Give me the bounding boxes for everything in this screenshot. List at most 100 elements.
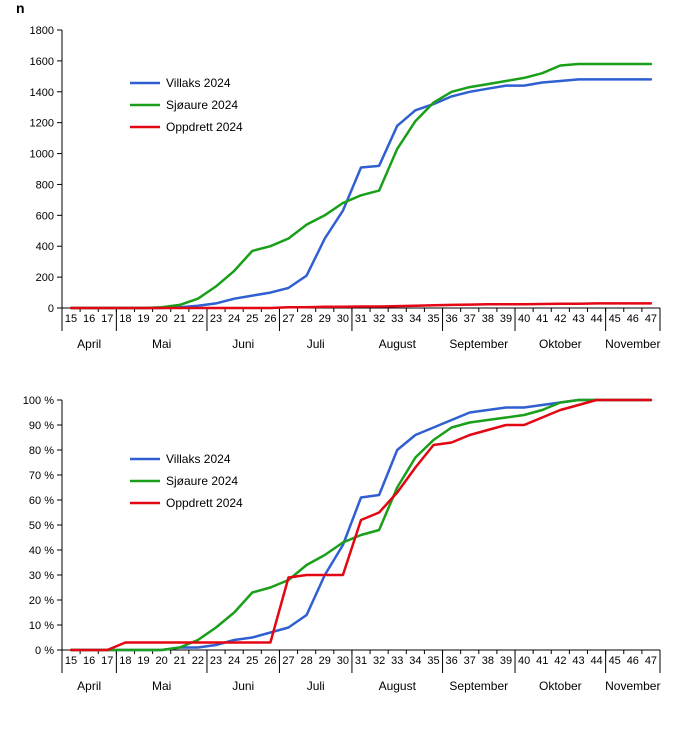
svg-text:16: 16 [83, 313, 95, 325]
svg-text:34: 34 [409, 313, 421, 325]
svg-text:38: 38 [482, 313, 494, 325]
svg-text:Oppdrett 2024: Oppdrett 2024 [166, 120, 243, 134]
svg-text:35: 35 [427, 655, 439, 667]
svg-text:20: 20 [156, 313, 168, 325]
svg-text:31: 31 [355, 313, 367, 325]
svg-text:17: 17 [101, 655, 113, 667]
svg-text:24: 24 [228, 313, 240, 325]
top-chart-y-title: n [16, 0, 25, 16]
svg-text:70 %: 70 % [29, 470, 54, 482]
svg-text:Oppdrett 2024: Oppdrett 2024 [166, 496, 243, 510]
svg-text:1800: 1800 [30, 25, 54, 37]
svg-text:September: September [449, 679, 508, 693]
svg-text:1400: 1400 [30, 87, 54, 99]
svg-text:16: 16 [83, 655, 95, 667]
svg-text:39: 39 [500, 655, 512, 667]
svg-text:April: April [77, 337, 101, 351]
svg-text:23: 23 [210, 655, 222, 667]
svg-text:60 %: 60 % [29, 495, 54, 507]
svg-text:10 %: 10 % [29, 620, 54, 632]
svg-text:17: 17 [101, 313, 113, 325]
svg-text:29: 29 [319, 313, 331, 325]
svg-text:36: 36 [445, 313, 457, 325]
svg-text:19: 19 [137, 655, 149, 667]
svg-text:1000: 1000 [30, 149, 54, 161]
svg-text:18: 18 [119, 313, 131, 325]
svg-text:20: 20 [156, 655, 168, 667]
svg-text:800: 800 [36, 179, 54, 191]
svg-text:Villaks 2024: Villaks 2024 [166, 452, 231, 466]
svg-text:26: 26 [264, 655, 276, 667]
svg-text:41: 41 [536, 655, 548, 667]
svg-text:15: 15 [65, 313, 77, 325]
svg-text:27: 27 [282, 313, 294, 325]
svg-text:31: 31 [355, 655, 367, 667]
svg-text:30: 30 [337, 655, 349, 667]
svg-text:August: August [379, 337, 417, 351]
svg-text:34: 34 [409, 655, 421, 667]
svg-text:33: 33 [391, 313, 403, 325]
svg-text:28: 28 [301, 655, 313, 667]
svg-text:37: 37 [464, 655, 476, 667]
svg-text:0 %: 0 % [35, 645, 54, 657]
svg-text:40: 40 [518, 313, 530, 325]
svg-text:47: 47 [645, 655, 657, 667]
svg-text:80 %: 80 % [29, 445, 54, 457]
svg-text:1200: 1200 [30, 118, 54, 130]
svg-text:44: 44 [590, 655, 602, 667]
svg-text:400: 400 [36, 241, 54, 253]
svg-text:0: 0 [48, 303, 54, 315]
svg-text:42: 42 [554, 313, 566, 325]
svg-text:September: September [449, 337, 508, 351]
svg-text:42: 42 [554, 655, 566, 667]
svg-text:35: 35 [427, 313, 439, 325]
svg-text:38: 38 [482, 655, 494, 667]
svg-text:30 %: 30 % [29, 570, 54, 582]
page: n 0 200 400 600 800 1000 1200 1400 1600 1800 15 16 1… [0, 0, 676, 740]
svg-text:20 %: 20 % [29, 595, 54, 607]
svg-text:27: 27 [282, 655, 294, 667]
svg-text:200: 200 [36, 272, 54, 284]
svg-text:32: 32 [373, 313, 385, 325]
svg-text:April: April [77, 679, 101, 693]
svg-text:40: 40 [518, 655, 530, 667]
svg-text:Oktober: Oktober [539, 679, 582, 693]
svg-text:Juni: Juni [232, 679, 254, 693]
svg-text:Juli: Juli [307, 679, 325, 693]
svg-text:36: 36 [445, 655, 457, 667]
svg-text:46: 46 [627, 655, 639, 667]
svg-text:25: 25 [246, 655, 258, 667]
svg-text:46: 46 [627, 313, 639, 325]
svg-text:32: 32 [373, 655, 385, 667]
svg-text:18: 18 [119, 655, 131, 667]
svg-text:24: 24 [228, 655, 240, 667]
svg-text:Sjøaure 2024: Sjøaure 2024 [166, 98, 238, 112]
svg-text:43: 43 [572, 313, 584, 325]
svg-text:Mai: Mai [152, 337, 171, 351]
svg-text:26: 26 [264, 313, 276, 325]
svg-text:Mai: Mai [152, 679, 171, 693]
svg-text:25: 25 [246, 313, 258, 325]
svg-text:90 %: 90 % [29, 420, 54, 432]
svg-text:21: 21 [174, 313, 186, 325]
svg-text:22: 22 [192, 655, 204, 667]
svg-text:600: 600 [36, 210, 54, 222]
svg-text:1600: 1600 [30, 56, 54, 68]
svg-text:Oktober: Oktober [539, 337, 582, 351]
svg-text:15: 15 [65, 655, 77, 667]
svg-text:22: 22 [192, 313, 204, 325]
svg-text:November: November [605, 337, 660, 351]
svg-text:29: 29 [319, 655, 331, 667]
svg-text:Sjøaure 2024: Sjøaure 2024 [166, 474, 238, 488]
svg-text:45: 45 [609, 313, 621, 325]
svg-text:45: 45 [609, 655, 621, 667]
svg-text:August: August [379, 679, 417, 693]
svg-text:Villaks 2024: Villaks 2024 [166, 76, 231, 90]
svg-text:44: 44 [590, 313, 602, 325]
svg-text:39: 39 [500, 313, 512, 325]
svg-text:100 %: 100 % [23, 395, 54, 407]
svg-text:Juni: Juni [232, 337, 254, 351]
charts-svg: 0 200 400 600 800 1000 1200 1400 1600 1800 15 16 17 1… [0, 0, 676, 740]
svg-text:19: 19 [137, 313, 149, 325]
svg-text:23: 23 [210, 313, 222, 325]
